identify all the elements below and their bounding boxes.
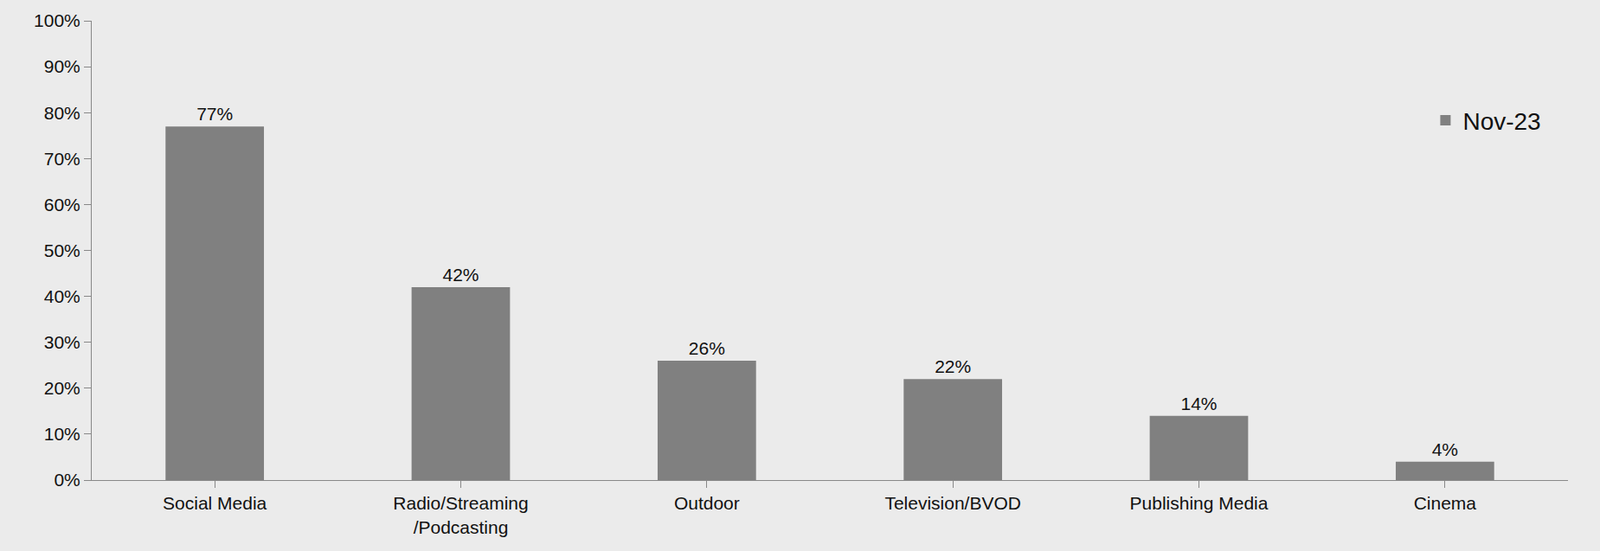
svg-text:80%: 80%: [44, 102, 81, 123]
svg-text:42%: 42%: [442, 264, 479, 285]
svg-text:10%: 10%: [44, 424, 81, 444]
svg-text:30%: 30%: [44, 332, 81, 353]
svg-text:Television/BVOD: Television/BVOD: [884, 493, 1022, 514]
svg-text:100%: 100%: [33, 10, 81, 31]
svg-text:Cinema: Cinema: [1413, 493, 1478, 514]
svg-text:Social Media: Social Media: [162, 493, 268, 514]
svg-text:22%: 22%: [934, 356, 971, 377]
svg-text:50%: 50%: [44, 240, 81, 261]
svg-text:Publishing Media: Publishing Media: [1130, 493, 1269, 514]
svg-text:60%: 60%: [44, 194, 81, 215]
svg-text:0%: 0%: [53, 469, 80, 490]
svg-text:40%: 40%: [44, 286, 81, 307]
svg-text:Radio/Streaming/Podcasting: Radio/Streaming/Podcasting: [392, 493, 528, 537]
svg-text:90%: 90%: [44, 56, 81, 77]
svg-text:77%: 77%: [196, 103, 233, 124]
svg-text:Outdoor: Outdoor: [674, 493, 740, 514]
svg-text:70%: 70%: [44, 148, 81, 169]
svg-text:4%: 4%: [1432, 439, 1459, 460]
svg-text:Nov-23: Nov-23: [1462, 108, 1541, 135]
svg-text:20%: 20%: [44, 378, 81, 399]
svg-text:14%: 14%: [1180, 393, 1217, 414]
svg-text:26%: 26%: [688, 338, 726, 359]
